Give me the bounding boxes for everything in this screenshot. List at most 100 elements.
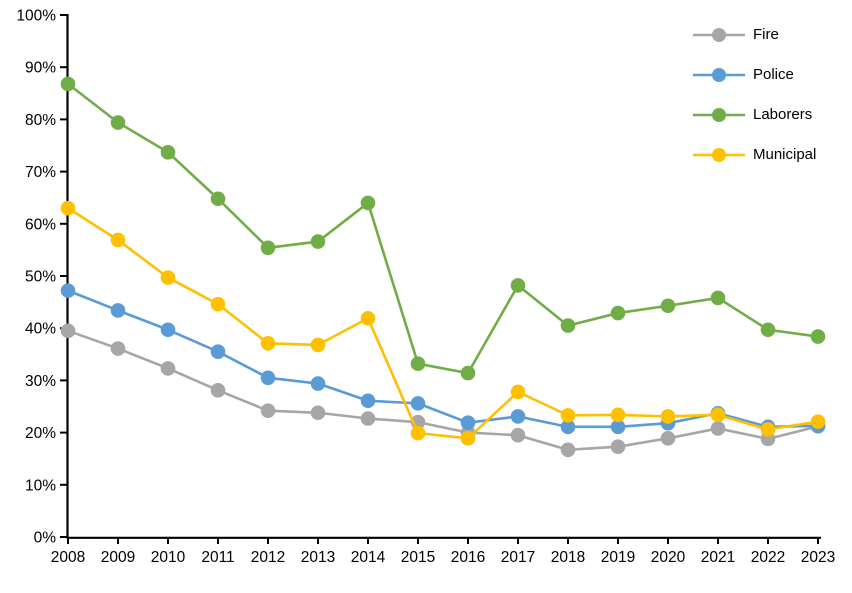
- x-tick-label: 2015: [401, 549, 435, 566]
- y-tick-label: 60%: [25, 216, 56, 233]
- x-tick-label: 2017: [501, 549, 535, 566]
- data-point-municipal: [710, 407, 726, 423]
- y-tick-label: 80%: [25, 112, 56, 129]
- data-point-municipal: [260, 336, 276, 351]
- x-tick-label: 2016: [451, 549, 485, 566]
- data-point-municipal: [510, 384, 526, 400]
- data-point-laborers: [510, 278, 526, 293]
- data-point-municipal: [60, 200, 76, 216]
- x-tick-label: 2011: [201, 549, 234, 566]
- data-point-laborers: [160, 144, 176, 160]
- data-point-police: [360, 393, 376, 409]
- data-point-laborers: [760, 322, 776, 338]
- data-point-fire: [210, 383, 226, 398]
- x-tick-label: 2013: [301, 549, 335, 566]
- data-point-police: [510, 409, 526, 424]
- police-legend-marker-icon: [693, 68, 745, 82]
- legend-item-fire: Fire: [693, 27, 816, 43]
- data-point-fire: [560, 442, 576, 458]
- x-tick-label: 2009: [101, 549, 135, 566]
- data-point-municipal: [810, 414, 826, 429]
- legend-label-laborers: Laborers: [753, 106, 813, 123]
- data-point-police: [310, 376, 326, 391]
- x-tick-label: 2021: [701, 549, 735, 566]
- data-point-laborers: [410, 356, 426, 371]
- data-point-municipal: [760, 422, 776, 437]
- y-tick-label: 100%: [16, 8, 56, 25]
- data-point-police: [410, 396, 426, 411]
- data-point-fire: [310, 405, 326, 421]
- legend-label-municipal: Municipal: [753, 146, 817, 163]
- x-tick-label: 2010: [151, 549, 186, 566]
- legend-item-police: Police: [693, 67, 816, 83]
- data-point-municipal: [310, 337, 326, 353]
- x-tick-label: 2008: [51, 549, 85, 566]
- x-tick-label: 2023: [801, 549, 835, 566]
- data-point-laborers: [560, 318, 576, 333]
- data-point-laborers: [610, 305, 626, 321]
- y-tick-label: 40%: [25, 321, 56, 338]
- municipal-legend-marker-icon: [693, 148, 745, 162]
- data-point-fire: [360, 411, 376, 426]
- data-point-fire: [60, 323, 76, 339]
- data-point-laborers: [660, 298, 676, 314]
- data-point-municipal: [660, 409, 676, 424]
- data-point-fire: [710, 421, 726, 436]
- data-point-laborers: [810, 329, 826, 344]
- x-tick-label: 2018: [551, 549, 585, 566]
- series-line-police: [67, 289, 819, 429]
- data-point-police: [260, 370, 276, 386]
- legend-label-police: Police: [753, 66, 794, 83]
- legend: Fire Police Laborers Municipal: [693, 27, 816, 163]
- data-point-municipal: [160, 270, 176, 285]
- data-point-municipal: [360, 310, 376, 326]
- data-point-laborers: [210, 191, 226, 207]
- data-point-municipal: [560, 408, 576, 423]
- y-tick-label: 50%: [25, 269, 56, 286]
- data-point-laborers: [110, 115, 126, 130]
- data-point-laborers: [710, 290, 726, 306]
- data-point-fire: [260, 403, 276, 418]
- series-line-fire: [67, 329, 819, 452]
- data-point-police: [60, 283, 76, 298]
- fire-legend-marker-icon: [693, 28, 745, 42]
- x-tick-label: 2012: [251, 549, 285, 566]
- x-tick-label: 2022: [751, 549, 785, 566]
- y-tick-label: 10%: [25, 477, 56, 494]
- x-tick-label: 2014: [351, 549, 386, 566]
- x-tick-label: 2020: [651, 549, 686, 566]
- data-point-laborers: [60, 76, 76, 92]
- data-point-laborers: [460, 365, 476, 381]
- y-tick-label: 20%: [25, 425, 56, 442]
- data-point-police: [160, 322, 176, 338]
- data-point-laborers: [360, 195, 376, 211]
- data-point-fire: [160, 361, 176, 376]
- data-point-municipal: [610, 407, 626, 423]
- data-point-laborers: [260, 240, 276, 256]
- data-point-police: [210, 344, 226, 359]
- series-line-laborers: [67, 82, 819, 375]
- data-point-municipal: [210, 296, 226, 312]
- data-point-municipal: [110, 232, 126, 248]
- series-line-municipal: [67, 207, 819, 440]
- y-tick-label: 0%: [34, 530, 57, 547]
- data-point-fire: [660, 431, 676, 446]
- data-point-municipal: [410, 425, 426, 441]
- data-point-municipal: [460, 431, 476, 446]
- data-point-police: [460, 415, 476, 430]
- data-point-fire: [510, 427, 526, 443]
- data-point-police: [610, 419, 626, 435]
- y-tick-label: 30%: [25, 373, 56, 390]
- y-tick-label: 90%: [25, 60, 56, 77]
- data-point-police: [110, 303, 126, 318]
- legend-item-municipal: Municipal: [693, 147, 816, 163]
- data-point-laborers: [310, 234, 326, 249]
- x-tick-label: 2019: [601, 549, 635, 566]
- y-tick-label: 70%: [25, 164, 56, 181]
- legend-label-fire: Fire: [753, 26, 779, 43]
- data-point-fire: [610, 439, 626, 454]
- laborers-legend-marker-icon: [693, 108, 745, 122]
- legend-item-laborers: Laborers: [693, 107, 816, 123]
